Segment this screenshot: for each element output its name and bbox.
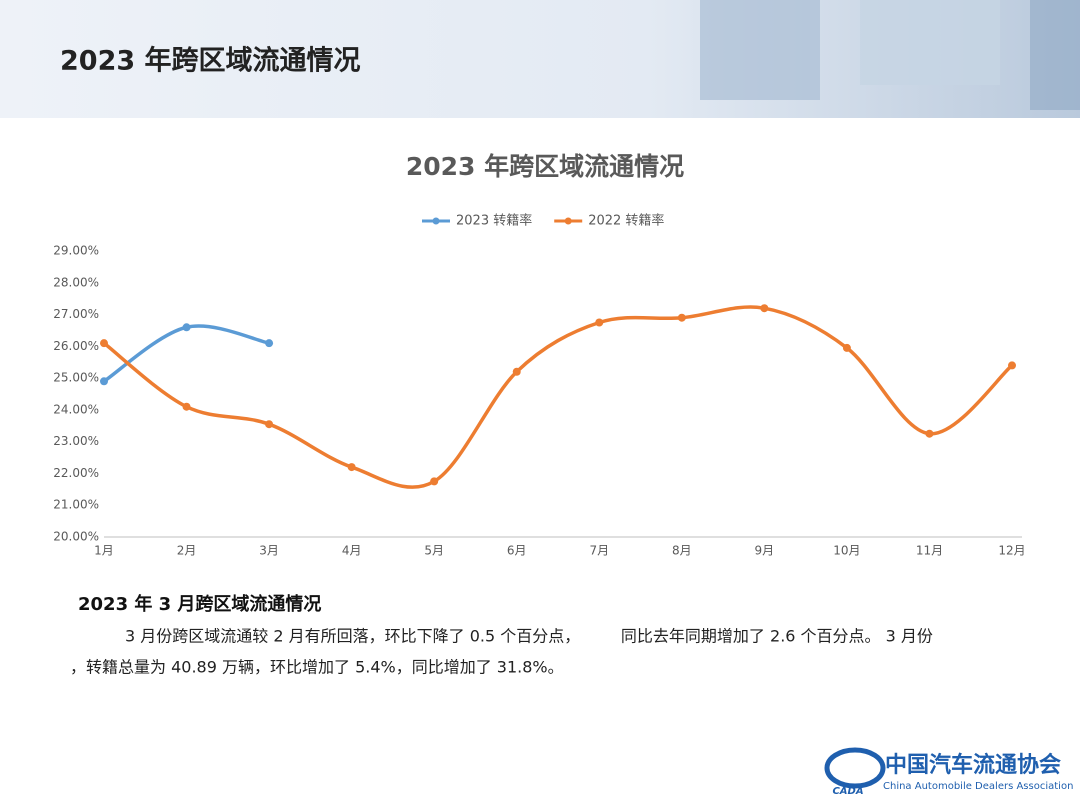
data-point xyxy=(265,339,274,348)
data-point xyxy=(842,343,851,352)
series-line xyxy=(102,305,1014,489)
y-tick-label: 24.00% xyxy=(53,402,99,416)
header-cube xyxy=(700,0,820,100)
data-point xyxy=(677,313,686,322)
org-name-en: China Automobile Dealers Association xyxy=(883,781,1073,792)
x-tick-label: 2月 xyxy=(177,544,197,558)
x-tick-label: 4月 xyxy=(342,544,362,558)
y-tick-label: 25.00% xyxy=(53,371,99,385)
x-tick-label: 12月 xyxy=(998,544,1025,558)
x-tick-label: 11月 xyxy=(916,544,943,558)
header-cube xyxy=(1030,0,1080,110)
y-tick-label: 20.00% xyxy=(53,530,99,544)
x-tick-label: 3月 xyxy=(259,544,279,558)
logo-mark xyxy=(824,747,886,789)
data-point xyxy=(430,477,439,486)
x-tick-label: 7月 xyxy=(589,544,609,558)
x-tick-label: 9月 xyxy=(755,544,775,558)
x-tick-label: 10月 xyxy=(833,544,860,558)
legend-label: 2023 转籍率 xyxy=(456,213,532,229)
legend-marker xyxy=(564,217,572,225)
org-name: 中国汽车流通协会 xyxy=(885,752,1061,778)
header-cube xyxy=(860,0,1000,85)
data-point xyxy=(925,429,934,438)
data-point xyxy=(512,367,521,376)
x-tick-label: 5月 xyxy=(424,544,444,558)
logo-text: CADA xyxy=(832,786,863,797)
data-point xyxy=(100,339,108,348)
chart-title: 2023 年跨区域流通情况 xyxy=(406,152,684,181)
legend-label: 2022 转籍率 xyxy=(588,213,664,229)
x-tick-label: 8月 xyxy=(672,544,692,558)
data-point xyxy=(347,463,356,472)
header-title: 2023 年跨区域流通情况 xyxy=(60,45,361,77)
legend-marker xyxy=(432,217,440,225)
chart: 20.00% 21.00% 22.00% 23.00% 24.00% 25.00% 26.0… xyxy=(53,213,1025,558)
section-title: 2023 年 3 月跨区域流通情况 xyxy=(78,593,321,615)
data-point xyxy=(1008,361,1016,370)
data-point xyxy=(100,377,108,386)
data-point xyxy=(595,318,604,327)
paragraph-line: 3 月份跨区域流通较 2 月有所回落，环比下降了 0.5 个百分点， 同比去年同… xyxy=(125,627,933,646)
y-tick-label: 23.00% xyxy=(53,434,99,448)
data-point xyxy=(265,420,274,429)
y-tick-label: 27.00% xyxy=(53,307,99,321)
y-tick-label: 28.00% xyxy=(53,275,99,289)
y-tick-label: 29.00% xyxy=(53,244,99,258)
data-point xyxy=(182,402,191,411)
x-tick-label: 6月 xyxy=(507,544,527,558)
data-point xyxy=(760,304,769,313)
y-tick-label: 22.00% xyxy=(53,466,99,480)
paragraph-line: ，转籍总量为 40.89 万辆，环比增加了 5.4%，同比增加了 31.8%。 xyxy=(70,658,564,677)
data-point xyxy=(182,323,191,332)
y-tick-label: 21.00% xyxy=(53,498,99,512)
x-tick-label: 1月 xyxy=(94,544,114,558)
y-tick-label: 26.00% xyxy=(53,339,99,353)
